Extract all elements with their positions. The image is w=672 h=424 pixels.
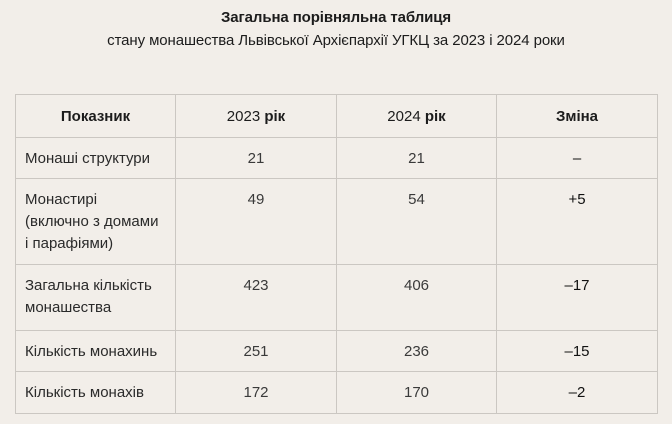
value-2023-cell: 21 [175,137,337,179]
value-2024-cell: 21 [336,137,497,179]
column-header-indicator: Показник [15,94,176,138]
value-2023-cell: 172 [175,371,337,414]
change-cell: +5 [496,178,658,265]
year-suffix: рік [260,107,286,125]
change-cell: –15 [496,330,658,372]
year-suffix: рік [420,107,446,125]
indicator-cell: Монаші структури [15,137,176,179]
table-title: Загальна порівняльна таблиця [220,9,452,26]
year-label: 2024 [387,107,421,125]
indicator-cell: Кількість монахів [15,371,176,414]
table-row: Кількість монахів 172 170 –2 [15,371,658,414]
table-subtitle: стану монашества Львівської Архієпархії … [107,32,565,49]
column-header-2023: 2023 рік [175,94,337,138]
table-row: Монастирі (включно з домами і парафіями)… [15,178,658,265]
indicator-cell: Загальна кількість монашества [15,264,176,331]
value-2023-cell: 251 [175,330,337,372]
column-header-change: Зміна [496,94,658,138]
value-2023-cell: 423 [175,264,337,331]
column-header-2024: 2024 рік [336,94,497,138]
table-row: Загальна кількість монашества 423 406 –1… [15,264,658,331]
change-cell: – [496,137,658,179]
table-row: Кількість монахинь 251 236 –15 [15,330,658,372]
value-2023-cell: 49 [175,178,337,265]
value-2024-cell: 170 [336,371,497,414]
change-cell: –17 [496,264,658,331]
indicator-cell: Кількість монахинь [15,330,176,372]
table-row: Монаші структури 21 21 – [15,137,658,179]
value-2024-cell: 54 [336,178,497,265]
comparison-table: Показник 2023 рік 2024 рік Зміна Монаші … [15,94,658,414]
header-row: Показник 2023 рік 2024 рік Зміна [15,94,658,138]
value-2024-cell: 406 [336,264,497,331]
indicator-cell: Монастирі (включно з домами і парафіями) [15,178,176,265]
change-cell: –2 [496,371,658,414]
value-2024-cell: 236 [336,330,497,372]
year-label: 2023 [226,107,261,125]
